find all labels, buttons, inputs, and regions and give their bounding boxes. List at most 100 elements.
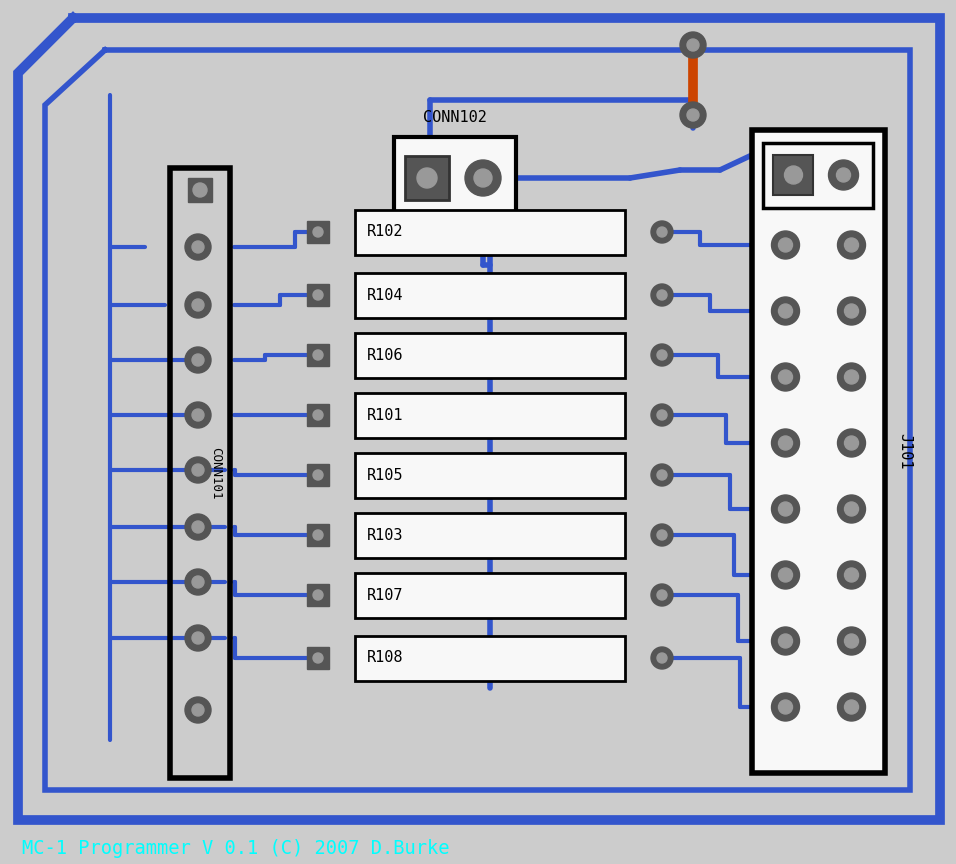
- Bar: [355, 453, 625, 498]
- Circle shape: [651, 221, 673, 243]
- Circle shape: [313, 530, 323, 540]
- Bar: [764, 143, 874, 207]
- Bar: [307, 524, 329, 546]
- Circle shape: [829, 160, 858, 190]
- Bar: [355, 636, 625, 681]
- Circle shape: [657, 470, 667, 480]
- Text: R102: R102: [367, 225, 403, 239]
- Circle shape: [185, 697, 211, 723]
- Circle shape: [778, 700, 793, 714]
- Circle shape: [837, 429, 865, 457]
- Bar: [307, 344, 329, 366]
- Bar: [355, 209, 625, 255]
- Circle shape: [185, 234, 211, 260]
- Circle shape: [651, 284, 673, 306]
- Circle shape: [192, 576, 204, 588]
- Text: R103: R103: [367, 528, 403, 543]
- Circle shape: [837, 495, 865, 523]
- Circle shape: [771, 297, 799, 325]
- Circle shape: [465, 160, 501, 196]
- Circle shape: [192, 409, 204, 421]
- Circle shape: [313, 590, 323, 600]
- Circle shape: [778, 436, 793, 450]
- Bar: [307, 647, 329, 669]
- Circle shape: [771, 693, 799, 721]
- Circle shape: [192, 521, 204, 533]
- Circle shape: [185, 569, 211, 595]
- Bar: [355, 272, 625, 317]
- Circle shape: [657, 350, 667, 360]
- Bar: [405, 156, 449, 200]
- Text: R108: R108: [367, 651, 403, 665]
- Circle shape: [185, 347, 211, 373]
- Text: R101: R101: [367, 408, 403, 422]
- Circle shape: [185, 457, 211, 483]
- Circle shape: [651, 584, 673, 606]
- Text: J101: J101: [898, 433, 912, 470]
- Circle shape: [185, 402, 211, 428]
- Circle shape: [687, 109, 699, 121]
- Circle shape: [771, 231, 799, 259]
- Circle shape: [771, 429, 799, 457]
- Circle shape: [192, 632, 204, 644]
- Circle shape: [771, 627, 799, 655]
- Circle shape: [313, 410, 323, 420]
- Circle shape: [657, 530, 667, 540]
- Circle shape: [844, 634, 858, 648]
- Bar: [188, 178, 212, 202]
- Circle shape: [837, 627, 865, 655]
- Text: R106: R106: [367, 347, 403, 363]
- Bar: [307, 464, 329, 486]
- Circle shape: [844, 436, 858, 450]
- Circle shape: [657, 227, 667, 237]
- Circle shape: [417, 168, 437, 188]
- Circle shape: [837, 693, 865, 721]
- Circle shape: [313, 290, 323, 300]
- Circle shape: [771, 363, 799, 391]
- Circle shape: [657, 290, 667, 300]
- Circle shape: [651, 524, 673, 546]
- Circle shape: [185, 292, 211, 318]
- Text: R104: R104: [367, 288, 403, 302]
- Circle shape: [313, 350, 323, 360]
- Circle shape: [844, 568, 858, 582]
- Circle shape: [185, 514, 211, 540]
- Text: CONN101: CONN101: [209, 447, 223, 499]
- Circle shape: [192, 354, 204, 366]
- Circle shape: [844, 370, 858, 384]
- Circle shape: [651, 647, 673, 669]
- Circle shape: [778, 568, 793, 582]
- Circle shape: [778, 502, 793, 516]
- Circle shape: [474, 169, 492, 187]
- Bar: [307, 404, 329, 426]
- Circle shape: [778, 238, 793, 252]
- Circle shape: [836, 168, 851, 182]
- Circle shape: [192, 299, 204, 311]
- Bar: [307, 584, 329, 606]
- Text: R105: R105: [367, 467, 403, 482]
- Circle shape: [651, 464, 673, 486]
- Circle shape: [837, 231, 865, 259]
- Bar: [773, 155, 814, 195]
- Circle shape: [837, 297, 865, 325]
- Bar: [307, 284, 329, 306]
- Circle shape: [192, 241, 204, 253]
- Circle shape: [657, 653, 667, 663]
- Circle shape: [680, 102, 706, 128]
- Text: CONN102: CONN102: [424, 110, 487, 125]
- Bar: [355, 573, 625, 618]
- Text: R107: R107: [367, 588, 403, 602]
- Circle shape: [837, 363, 865, 391]
- Bar: [307, 221, 329, 243]
- Circle shape: [844, 304, 858, 318]
- Circle shape: [771, 495, 799, 523]
- Circle shape: [313, 470, 323, 480]
- Circle shape: [313, 653, 323, 663]
- Bar: [752, 130, 885, 773]
- Circle shape: [185, 625, 211, 651]
- Circle shape: [844, 238, 858, 252]
- Circle shape: [651, 404, 673, 426]
- Bar: [394, 137, 516, 219]
- Circle shape: [687, 39, 699, 51]
- Circle shape: [680, 32, 706, 58]
